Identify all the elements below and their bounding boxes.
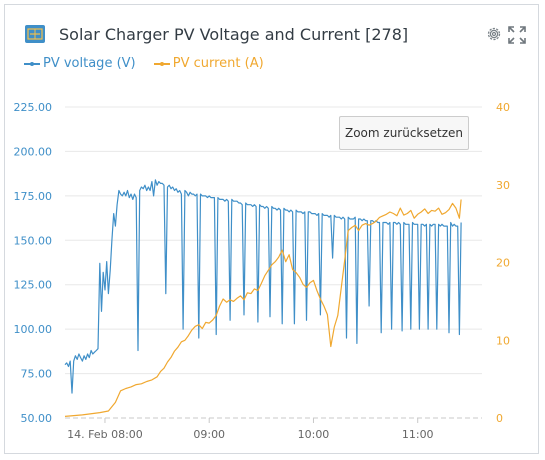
legend-label-voltage: PV voltage (V) xyxy=(43,56,136,71)
y-left-tick-label: 50.00 xyxy=(21,412,53,425)
zoom-reset-button[interactable]: Zoom zurücksetzen xyxy=(339,116,469,150)
gear-icon[interactable] xyxy=(485,25,503,43)
y-left-tick-label: 200.00 xyxy=(14,145,53,158)
legend-item-voltage[interactable]: PV voltage (V) xyxy=(24,56,136,71)
x-tick-label: 14. Feb 08:00 xyxy=(67,428,143,441)
x-tick-label: 11:00 xyxy=(402,428,434,441)
y-right-tick-label: 10 xyxy=(496,334,510,347)
legend-line-voltage-icon xyxy=(24,61,40,66)
y-right-tick-label: 20 xyxy=(496,257,510,270)
chart-legend: PV voltage (V) PV current (A) xyxy=(24,56,278,72)
widget-header: Solar Charger PV Voltage and Current [27… xyxy=(5,5,538,55)
series-line-current xyxy=(64,199,462,417)
y-left-tick-label: 100.00 xyxy=(14,323,53,336)
y-right-tick-label: 30 xyxy=(496,179,510,192)
y-right-tick-label: 0 xyxy=(496,412,503,425)
x-tick-label: 09:00 xyxy=(193,428,225,441)
y-right-tick-label: 40 xyxy=(496,101,510,114)
y-left-tick-label: 175.00 xyxy=(14,190,53,203)
solar-charger-icon xyxy=(25,25,45,43)
x-tick-label: 10:00 xyxy=(298,428,330,441)
legend-item-current[interactable]: PV current (A) xyxy=(153,56,264,71)
legend-label-current: PV current (A) xyxy=(172,56,264,71)
series-line-voltage xyxy=(64,179,462,394)
expand-icon[interactable] xyxy=(507,25,527,45)
y-left-tick-label: 150.00 xyxy=(14,234,53,247)
y-left-tick-label: 125.00 xyxy=(14,279,53,292)
legend-line-current-icon xyxy=(153,61,170,66)
line-chart[interactable]: 50.00 75.00 100.00 125.00 150.00 175.00 200.00… xyxy=(5,5,540,455)
chart-widget: Solar Charger PV Voltage and Current [27… xyxy=(4,4,539,454)
y-left-tick-label: 225.00 xyxy=(14,101,53,114)
y-left-tick-label: 75.00 xyxy=(21,368,53,381)
widget-title: Solar Charger PV Voltage and Current [27… xyxy=(59,25,409,44)
